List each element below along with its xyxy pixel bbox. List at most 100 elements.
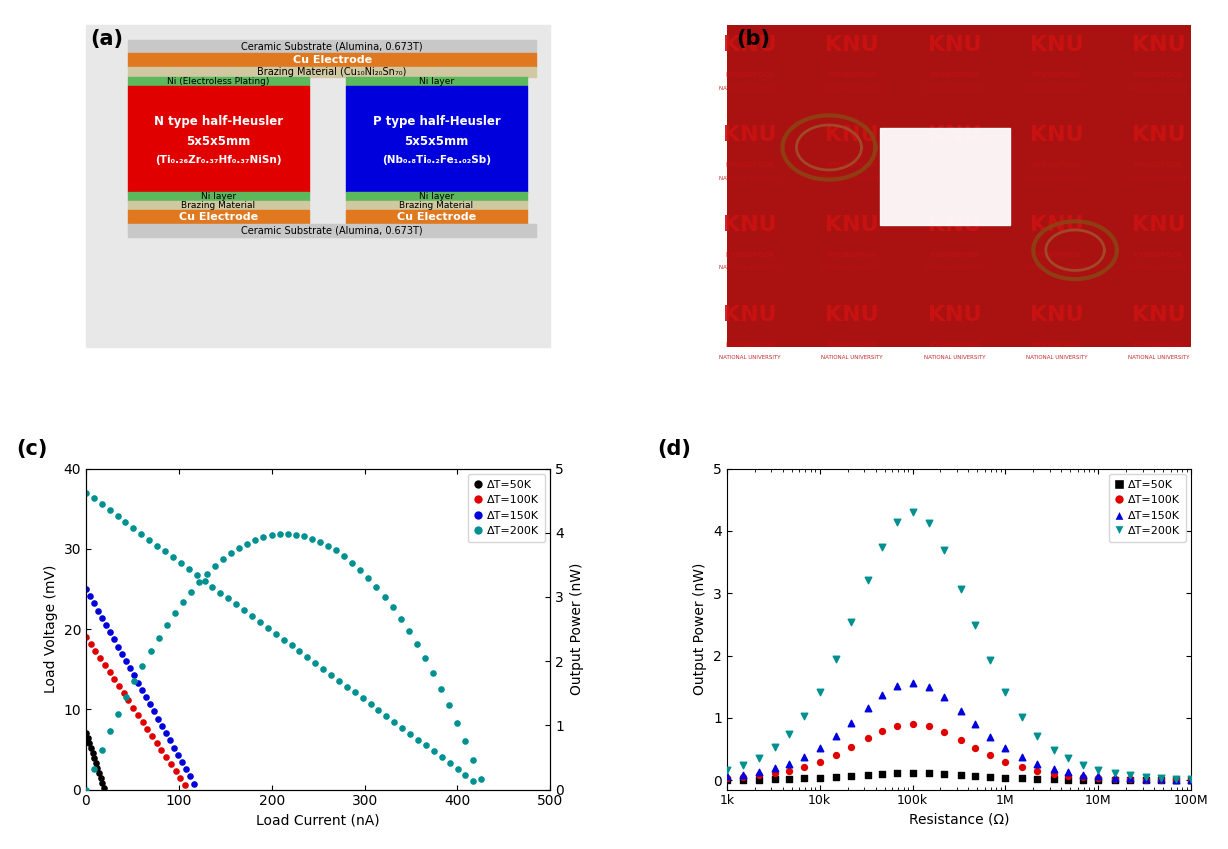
Text: KYUNGPOOK: KYUNGPOOK [725, 251, 775, 257]
Text: NATIONAL UNIVERSITY: NATIONAL UNIVERSITY [822, 86, 883, 91]
Point [109, 679, 129, 693]
Text: KNU: KNU [1030, 215, 1083, 235]
Text: KYUNGPOOK: KYUNGPOOK [1032, 161, 1082, 168]
Point [322, 668, 341, 682]
Text: NATIONAL UNIVERSITY: NATIONAL UNIVERSITY [822, 266, 883, 271]
Point [350, 563, 370, 576]
Point [872, 724, 892, 738]
Point [795, 710, 814, 723]
Point [733, 770, 753, 784]
Y-axis label: Output Power (nW): Output Power (nW) [570, 563, 583, 695]
Point [887, 679, 906, 693]
Point [133, 659, 152, 672]
Y-axis label: Load Voltage (mV): Load Voltage (mV) [44, 565, 58, 694]
Point [90, 767, 109, 780]
Text: KNU: KNU [927, 305, 981, 325]
Point [327, 543, 346, 557]
Point [377, 709, 397, 722]
Text: KYUNGPOOK: KYUNGPOOK [828, 251, 877, 257]
Text: Cu Electrode: Cu Electrode [397, 211, 476, 222]
Point [171, 556, 190, 570]
Point [765, 740, 785, 754]
Text: (c): (c) [16, 439, 48, 459]
Point [237, 537, 257, 550]
Point [85, 751, 104, 765]
Text: Ni layer: Ni layer [200, 192, 236, 201]
Point [965, 741, 985, 755]
Point [1012, 711, 1032, 724]
Text: NATIONAL UNIVERSITY: NATIONAL UNIVERSITY [720, 86, 781, 91]
Point [749, 765, 769, 779]
Point [128, 708, 147, 722]
Point [306, 656, 325, 670]
Point [919, 766, 938, 779]
Point [133, 683, 152, 697]
Point [733, 773, 753, 786]
Text: KYUNGPOOK: KYUNGPOOK [1133, 72, 1184, 78]
Text: KYUNGPOOK: KYUNGPOOK [725, 72, 775, 78]
Point [293, 530, 313, 543]
Text: Ni layer: Ni layer [419, 77, 454, 86]
Point [1165, 772, 1185, 785]
Text: KNU: KNU [1132, 35, 1185, 55]
Point [950, 768, 970, 782]
Text: KNU: KNU [723, 35, 777, 55]
Point [108, 707, 128, 721]
Bar [128, 40, 537, 53]
Point [448, 762, 468, 776]
Text: Ni (Electroless Plating): Ni (Electroless Plating) [167, 77, 269, 86]
Point [1120, 768, 1140, 782]
Point [1137, 770, 1157, 784]
Point [1105, 773, 1125, 787]
Point [472, 773, 491, 786]
Point [440, 699, 459, 712]
Point [117, 655, 136, 668]
Legend: ΔT=50K, ΔT=100K, ΔT=150K, ΔT=200K: ΔT=50K, ΔT=100K, ΔT=150K, ΔT=200K [1109, 474, 1185, 542]
Point [1181, 773, 1201, 787]
Legend: ΔT=50K, ΔT=100K, ΔT=150K, ΔT=200K: ΔT=50K, ΔT=100K, ΔT=150K, ΔT=200K [468, 474, 545, 542]
Text: N type half-Heusler: N type half-Heusler [154, 115, 282, 127]
Point [1165, 773, 1185, 787]
Point [124, 521, 144, 535]
Point [416, 739, 436, 752]
Point [81, 638, 101, 651]
Point [826, 748, 846, 762]
Point [115, 515, 135, 529]
Text: KNU: KNU [1030, 305, 1083, 325]
Point [809, 741, 829, 755]
Point [919, 719, 938, 733]
Bar [346, 210, 527, 223]
Point [1181, 773, 1201, 787]
Point [173, 595, 193, 609]
Point [1059, 766, 1078, 779]
Point [149, 711, 168, 725]
Bar [128, 67, 537, 77]
Point [181, 769, 200, 783]
Point [311, 535, 330, 548]
Text: Brazing Material: Brazing Material [182, 201, 255, 210]
Point [88, 604, 108, 617]
Point [980, 748, 1000, 762]
Point [198, 567, 217, 581]
Point [1105, 772, 1125, 785]
Point [795, 772, 814, 785]
Point [297, 650, 317, 664]
Point [254, 531, 274, 544]
Point [996, 741, 1016, 755]
Point [1137, 773, 1157, 787]
Point [210, 586, 230, 599]
Text: KNU: KNU [825, 305, 879, 325]
Point [251, 616, 270, 629]
Point [1137, 773, 1157, 786]
Point [765, 767, 785, 780]
Point [1120, 773, 1140, 786]
Point [903, 717, 922, 731]
Point [181, 585, 200, 599]
Point [195, 574, 215, 588]
Point [858, 732, 878, 745]
Text: (d): (d) [657, 439, 691, 459]
Text: NATIONAL UNIVERSITY: NATIONAL UNIVERSITY [1127, 86, 1190, 91]
Point [219, 592, 238, 605]
Text: KYUNGPOOK: KYUNGPOOK [725, 161, 775, 168]
Point [151, 743, 171, 756]
